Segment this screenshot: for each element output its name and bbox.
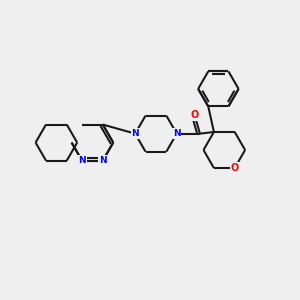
Text: N: N (99, 156, 106, 165)
Text: O: O (190, 110, 199, 120)
Text: N: N (78, 156, 86, 165)
Text: O: O (231, 163, 239, 173)
Text: N: N (131, 129, 139, 138)
Text: N: N (173, 129, 181, 138)
